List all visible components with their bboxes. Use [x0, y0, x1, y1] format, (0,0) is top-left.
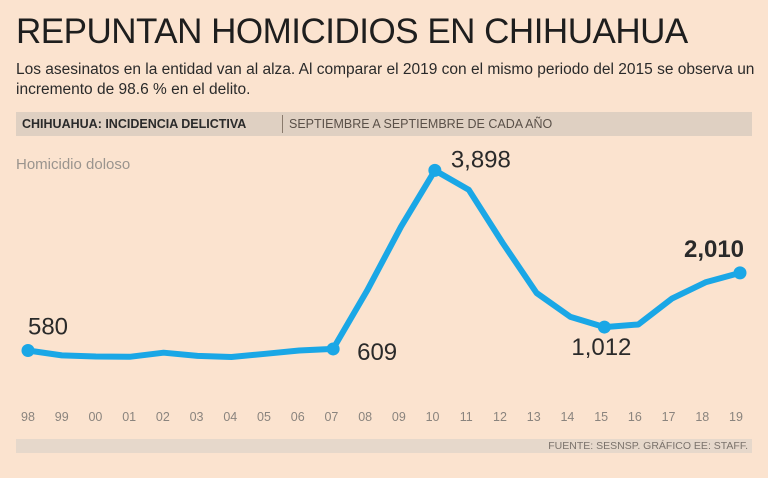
data-label: 2,010: [684, 236, 744, 263]
chart-header-sub: SEPTIEMBRE A SEPTIEMBRE DE CADA AÑO: [289, 117, 553, 131]
data-point-marker: [733, 266, 747, 280]
x-tick-label: 17: [662, 410, 676, 424]
chart-header-main: CHIHUAHUA: INCIDENCIA DELICTIVA: [22, 117, 247, 131]
footer-bar: FUENTE: SESNSP. GRÁFICO EE: STAFF.: [16, 439, 752, 453]
data-label: 1,012: [571, 334, 631, 361]
x-tick-label: 11: [460, 410, 473, 424]
x-tick-label: 02: [156, 410, 170, 424]
series-label: Homicidio doloso: [16, 156, 131, 173]
data-label: 580: [28, 314, 68, 341]
x-tick-label: 98: [21, 410, 35, 424]
chart-subtitle: Los asesinatos en la entidad van al alza…: [16, 61, 755, 98]
x-tick-label: 19: [729, 410, 743, 424]
x-tick-label: 01: [122, 410, 136, 424]
x-tick-label: 18: [695, 410, 709, 424]
x-tick-label: 03: [190, 410, 204, 424]
data-label: 609: [357, 339, 397, 366]
x-tick-label: 12: [493, 410, 507, 424]
x-tick-label: 13: [527, 410, 541, 424]
data-label: 3,898: [451, 146, 511, 173]
x-tick-label: 05: [257, 410, 271, 424]
data-point-marker: [428, 163, 442, 177]
x-tick-label: 07: [324, 410, 338, 424]
x-tick-label: 10: [426, 410, 440, 424]
chart-header-divider: [282, 115, 283, 133]
x-tick-label: 99: [55, 410, 69, 424]
x-tick-label: 14: [560, 410, 574, 424]
x-tick-label: 04: [223, 410, 237, 424]
chart-title: REPUNTAN HOMICIDIOS EN CHIHUAHUA: [16, 12, 688, 51]
x-tick-label: 00: [88, 410, 102, 424]
x-tick-label: 09: [392, 410, 406, 424]
data-point-marker: [597, 320, 611, 334]
source-note: FUENTE: SESNSP. GRÁFICO EE: STAFF.: [548, 440, 748, 452]
x-tick-label: 08: [358, 410, 372, 424]
data-point-marker: [326, 342, 340, 356]
data-point-marker: [21, 344, 35, 358]
x-tick-label: 15: [594, 410, 608, 424]
series-line-homicidio-doloso: [25, 167, 743, 360]
chart-header-bar: CHIHUAHUA: INCIDENCIA DELICTIVA SEPTIEMB…: [16, 112, 752, 136]
x-tick-label: 16: [628, 410, 642, 424]
x-tick-label: 06: [291, 410, 305, 424]
